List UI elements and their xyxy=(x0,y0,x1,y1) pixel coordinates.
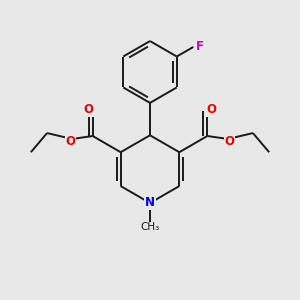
Text: F: F xyxy=(196,40,204,53)
Text: O: O xyxy=(224,135,234,148)
Text: CH₃: CH₃ xyxy=(140,222,160,233)
Text: O: O xyxy=(207,103,217,116)
Text: O: O xyxy=(66,135,76,148)
Text: O: O xyxy=(83,103,93,116)
Text: N: N xyxy=(145,196,155,209)
